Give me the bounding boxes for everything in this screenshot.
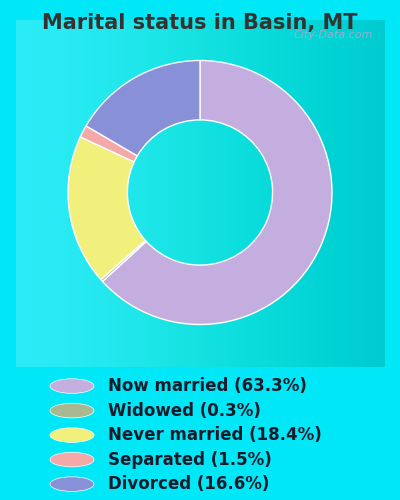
Wedge shape (80, 126, 137, 162)
Text: Divorced (16.6%): Divorced (16.6%) (108, 475, 269, 493)
Circle shape (50, 428, 94, 442)
Text: City-Data.com: City-Data.com (294, 30, 373, 40)
Text: Separated (1.5%): Separated (1.5%) (108, 450, 272, 468)
Text: Never married (18.4%): Never married (18.4%) (108, 426, 322, 444)
Circle shape (50, 477, 94, 492)
Text: Now married (63.3%): Now married (63.3%) (108, 377, 307, 395)
Text: Marital status in Basin, MT: Marital status in Basin, MT (42, 12, 358, 32)
Circle shape (50, 379, 94, 394)
Circle shape (50, 404, 94, 418)
Text: Widowed (0.3%): Widowed (0.3%) (108, 402, 261, 419)
Wedge shape (102, 60, 332, 324)
Wedge shape (86, 60, 200, 156)
Wedge shape (68, 137, 146, 280)
Wedge shape (101, 240, 146, 282)
Circle shape (50, 452, 94, 467)
